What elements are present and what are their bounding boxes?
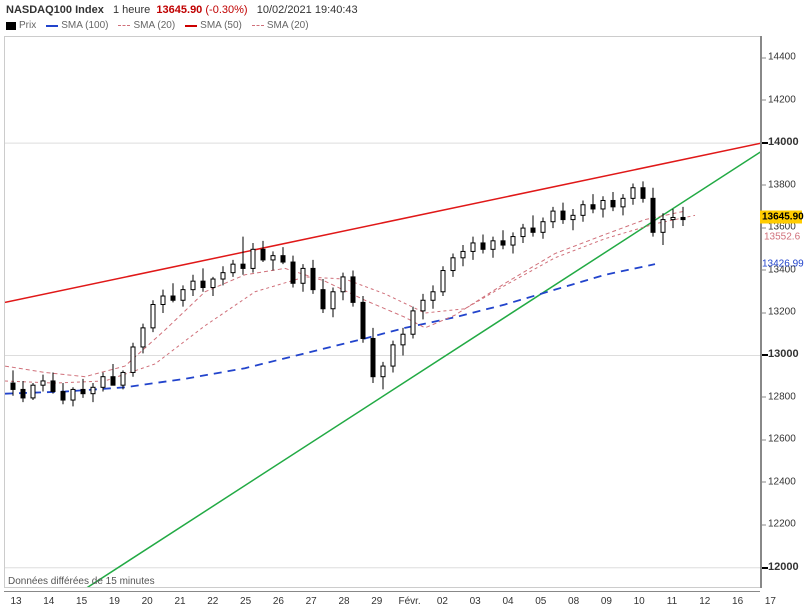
y-axis: 1200012200124001260012800130001320013400…: [760, 36, 802, 588]
x-tick: 05: [535, 596, 546, 607]
x-tick: 11: [667, 596, 677, 607]
price-change: (-0.30%): [205, 4, 247, 16]
y-tick: 14200: [762, 94, 802, 105]
x-tick: 28: [338, 596, 349, 607]
legend-label: Prix: [19, 20, 36, 31]
x-tick: 17: [765, 596, 776, 607]
y-tick: 12400: [762, 476, 802, 487]
y-tick: 13000: [762, 348, 802, 360]
x-tick: 16: [732, 596, 743, 607]
x-tick: 26: [273, 596, 284, 607]
legend: Prix SMA (100) SMA (20) SMA (50) SMA (20): [6, 20, 309, 31]
chart-plot-area[interactable]: [4, 36, 760, 588]
price-marker-blue: 13426.99: [760, 257, 802, 270]
y-tick: 13200: [762, 307, 802, 318]
timestamp: 10/02/2021 19:40:43: [257, 4, 358, 16]
legend-swatch: [46, 25, 58, 27]
legend-item: SMA (100): [46, 20, 108, 31]
x-tick: 08: [568, 596, 579, 607]
legend-item: SMA (50): [185, 20, 242, 31]
x-tick: 20: [142, 596, 153, 607]
x-tick: 25: [240, 596, 251, 607]
legend-swatch: [185, 25, 197, 27]
legend-swatch: [6, 22, 16, 30]
y-tick: 12000: [762, 561, 802, 573]
x-tick: 03: [470, 596, 481, 607]
x-tick: 10: [634, 596, 645, 607]
y-tick: 14000: [762, 136, 802, 148]
x-tick: 19: [109, 596, 120, 607]
legend-label: SMA (20): [267, 20, 309, 31]
y-tick: 14400: [762, 52, 802, 63]
x-tick: 12: [699, 596, 710, 607]
interval: 1 heure: [113, 4, 150, 16]
x-tick: 22: [207, 596, 218, 607]
price-marker-current: 13645.90: [760, 211, 802, 224]
x-tick: 09: [601, 596, 612, 607]
chart-svg: [5, 37, 760, 587]
x-tick: 15: [76, 596, 87, 607]
legend-item: SMA (20): [118, 20, 175, 31]
legend-label: SMA (20): [133, 20, 175, 31]
legend-item: SMA (20): [252, 20, 309, 31]
last-price: 13645.90: [156, 4, 202, 16]
x-tick: 14: [43, 596, 54, 607]
y-tick: 12800: [762, 391, 802, 402]
symbol: NASDAQ100 Index: [6, 4, 104, 16]
data-delay-note: Données différées de 15 minutes: [8, 576, 155, 587]
legend-item: Prix: [6, 20, 36, 31]
legend-label: SMA (100): [61, 20, 108, 31]
y-tick: 13800: [762, 179, 802, 190]
price-marker-sma: 13552.6: [760, 231, 802, 244]
legend-swatch: [118, 25, 130, 26]
x-tick: 21: [174, 596, 185, 607]
x-tick: Févr.: [398, 596, 420, 607]
x-tick: 27: [306, 596, 317, 607]
x-axis: 13 14 15 19 20 21 22 25 26 27 28 29 Févr. 02 03 04 05 08 0…: [4, 591, 760, 611]
y-tick: 12600: [762, 434, 802, 445]
chart-header: NASDAQ100 Index 1 heure 13645.90 (-0.30%…: [6, 4, 358, 16]
x-tick: 04: [502, 596, 513, 607]
y-tick: 12200: [762, 519, 802, 530]
legend-label: SMA (50): [200, 20, 242, 31]
x-tick: 29: [371, 596, 382, 607]
x-tick: 13: [10, 596, 21, 607]
x-tick: 02: [437, 596, 448, 607]
legend-swatch: [252, 25, 264, 26]
